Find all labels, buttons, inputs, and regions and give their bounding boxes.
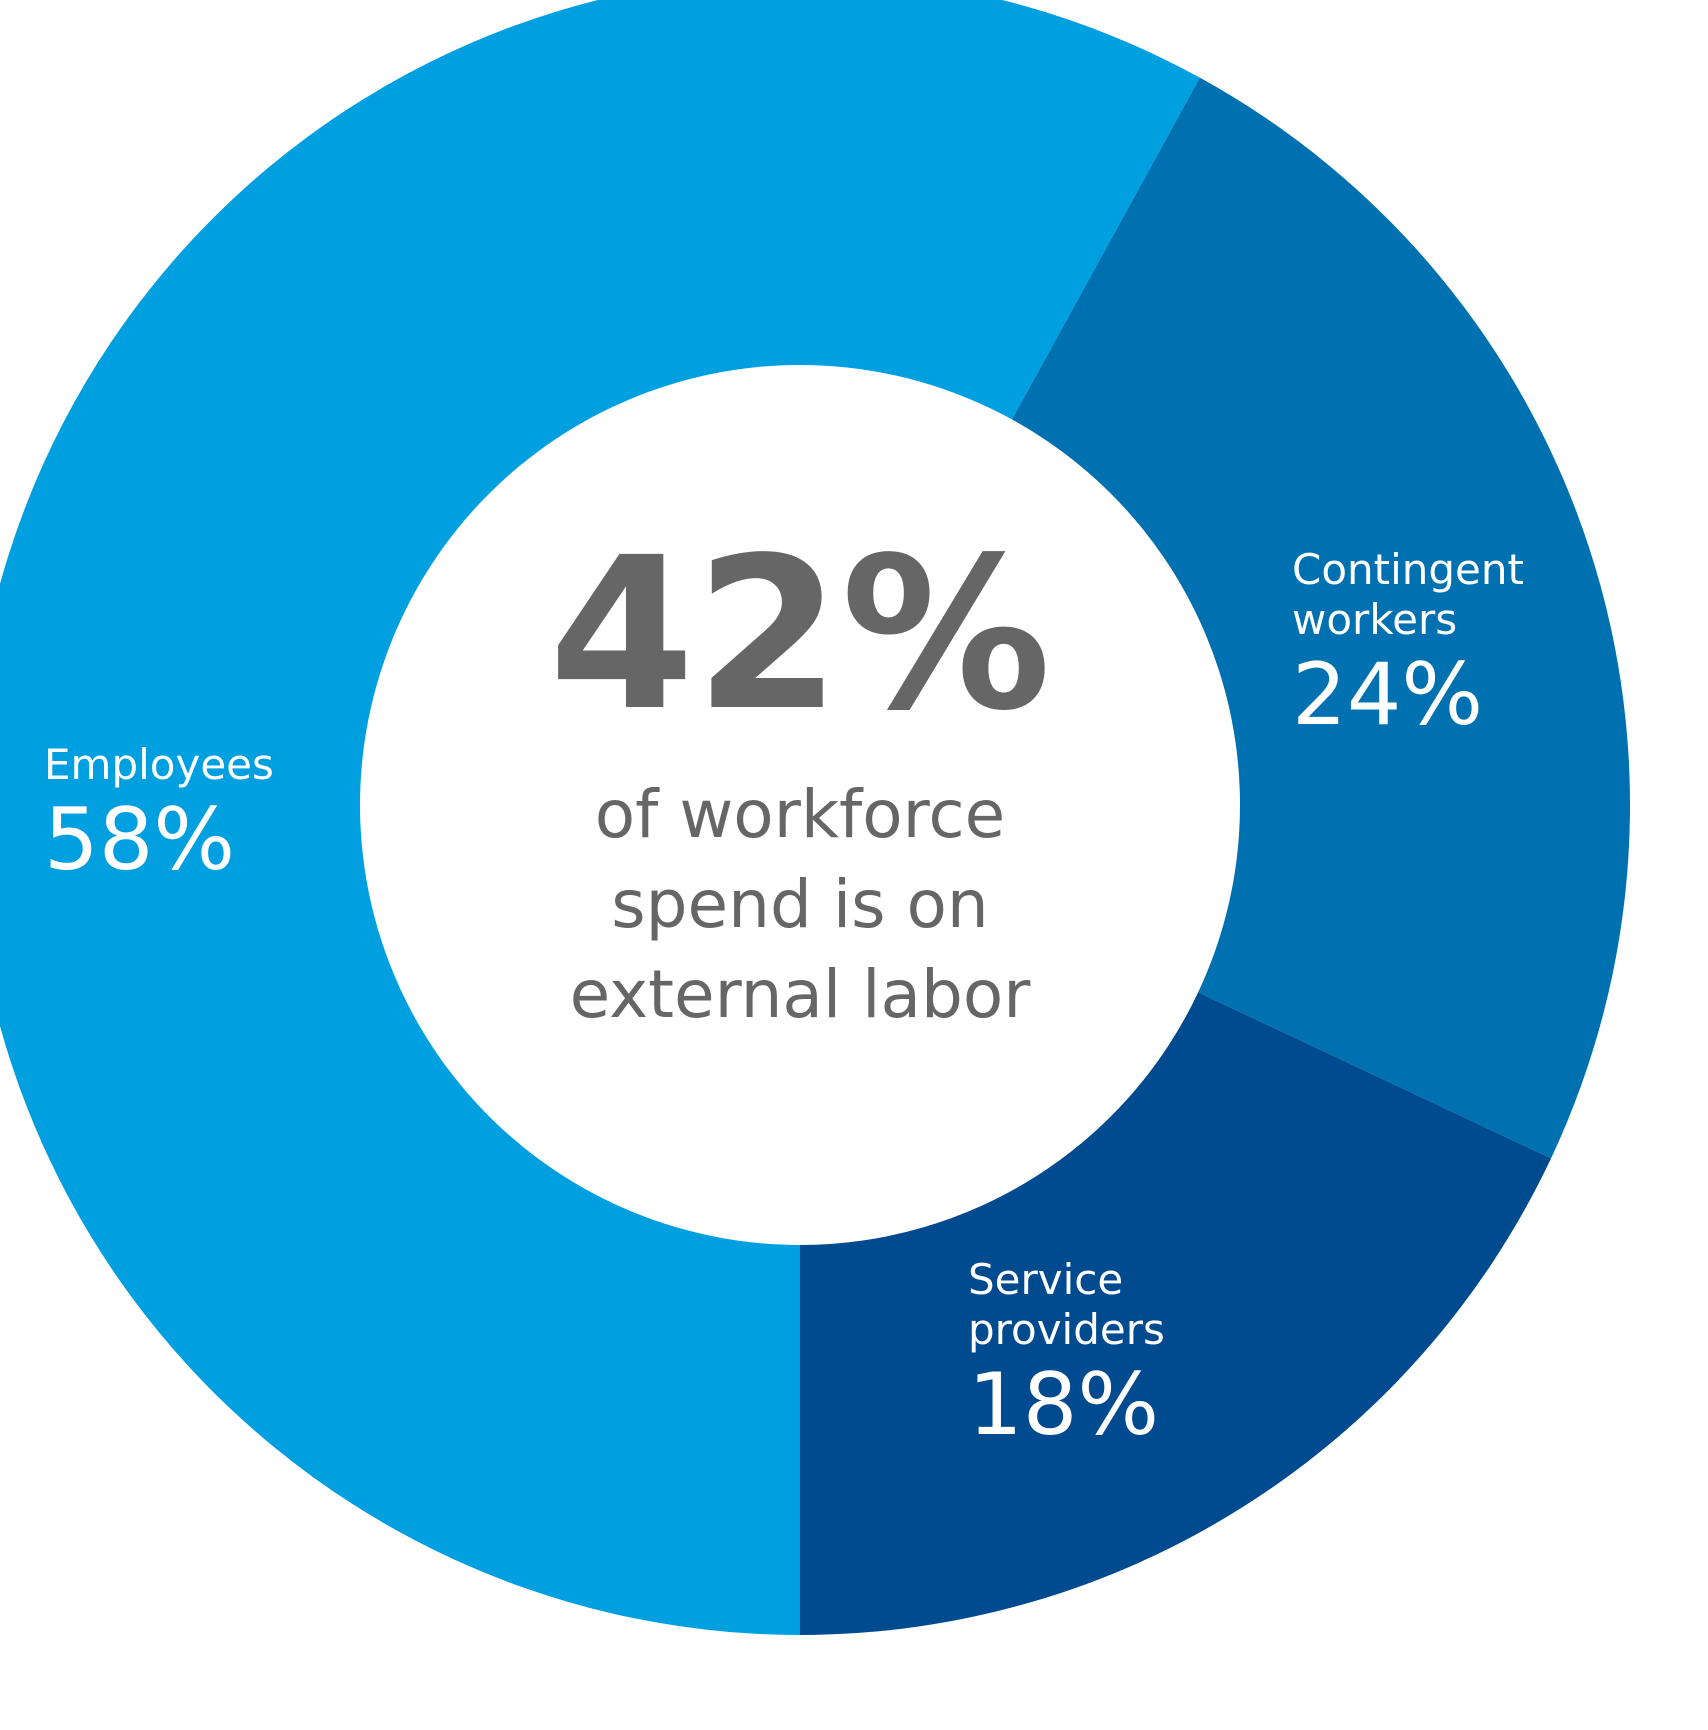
value-label: 18% — [968, 1355, 1160, 1455]
donut-segment — [800, 992, 1552, 1635]
value-label: 24% — [1292, 645, 1484, 745]
segment-label: Contingent workers 24% — [1292, 545, 1572, 745]
segment-label: Employees 58% — [44, 740, 324, 890]
center-caption: of workforce spend is on external labor — [569, 776, 1031, 1033]
value-label: 58% — [44, 790, 236, 890]
segment-label: Service providers 18% — [968, 1255, 1248, 1455]
category-label: Contingent workers — [1292, 545, 1524, 644]
donut-segment — [1011, 77, 1630, 1159]
category-label: Employees — [44, 740, 274, 789]
donut-segment — [0, 0, 1200, 1635]
category-label: Service providers — [968, 1255, 1165, 1354]
center-value: 42% — [548, 512, 1052, 757]
center-text: 42% of workforce spend is on external la… — [500, 520, 1100, 1040]
